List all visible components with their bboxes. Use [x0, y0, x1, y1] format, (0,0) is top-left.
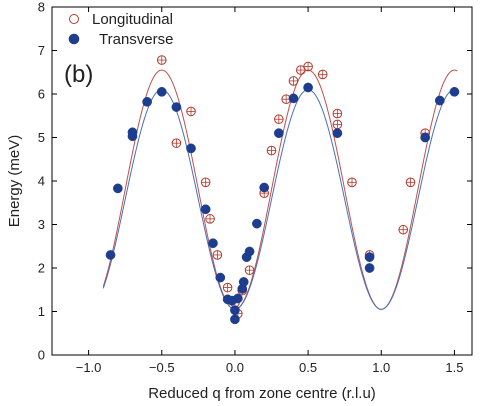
transverse-point	[233, 293, 243, 304]
data-points	[105, 55, 460, 325]
transverse-point	[186, 143, 196, 154]
transverse-point	[200, 204, 211, 215]
transverse-point	[364, 252, 375, 262]
transverse-point	[113, 183, 123, 194]
transverse-point	[259, 182, 270, 193]
y-tick-label: 7	[38, 43, 45, 58]
transverse-point	[449, 86, 460, 97]
transverse-point	[156, 86, 167, 97]
x-tick-label: −0.5	[149, 360, 175, 375]
y-tick-label: 2	[38, 261, 45, 276]
transverse-point	[208, 238, 218, 249]
x-tick-label: 1.5	[445, 360, 463, 375]
x-axis-ticks: −1.0 −0.5 0.0 0.5 1.0 1.5	[76, 7, 463, 375]
y-axis-ticks: 0 1 2 3 4 5 6 7 8	[38, 0, 472, 363]
fit-curve-0	[102, 69, 458, 310]
x-tick-label: 0.5	[299, 360, 317, 375]
transverse-point	[332, 128, 343, 138]
x-tick-label: 1.0	[372, 360, 390, 375]
transverse-point	[364, 263, 375, 273]
y-tick-label: 0	[38, 348, 45, 363]
plot-background	[52, 7, 472, 355]
y-tick-label: 5	[38, 130, 45, 145]
x-axis-title: Reduced q from zone centre (r.l.u)	[148, 385, 376, 402]
plot-area	[102, 55, 460, 325]
transverse-point	[434, 95, 445, 106]
y-tick-label: 3	[38, 217, 45, 232]
legend-longitudinal-label: Longitudinal	[92, 11, 173, 28]
transverse-point	[303, 82, 313, 93]
panel-label: (b)	[64, 61, 93, 88]
legend-transverse-label: Transverse	[99, 31, 173, 48]
transverse-point	[230, 305, 240, 316]
y-tick-label: 6	[38, 87, 45, 102]
y-axis-title: Energy (meV)	[6, 135, 23, 228]
legend-longitudinal-marker-icon	[69, 14, 79, 24]
y-tick-label: 1	[38, 304, 45, 319]
transverse-point	[105, 250, 116, 260]
transverse-point	[171, 102, 182, 112]
x-tick-label: 0.0	[226, 360, 244, 375]
transverse-point	[252, 218, 262, 229]
transverse-point	[215, 272, 226, 283]
transverse-point	[273, 128, 284, 138]
transverse-point	[288, 93, 299, 104]
transverse-point	[420, 132, 431, 143]
transverse-point	[230, 314, 240, 325]
transverse-point	[244, 246, 255, 257]
x-tick-label: −1.0	[76, 360, 102, 375]
y-tick-label: 8	[38, 0, 45, 15]
legend-transverse-marker-icon	[68, 33, 80, 45]
transverse-point	[127, 127, 138, 138]
legend: Longitudinal Transverse	[68, 11, 173, 48]
transverse-point	[238, 277, 249, 287]
transverse-point	[142, 96, 152, 107]
y-tick-label: 4	[38, 174, 45, 189]
